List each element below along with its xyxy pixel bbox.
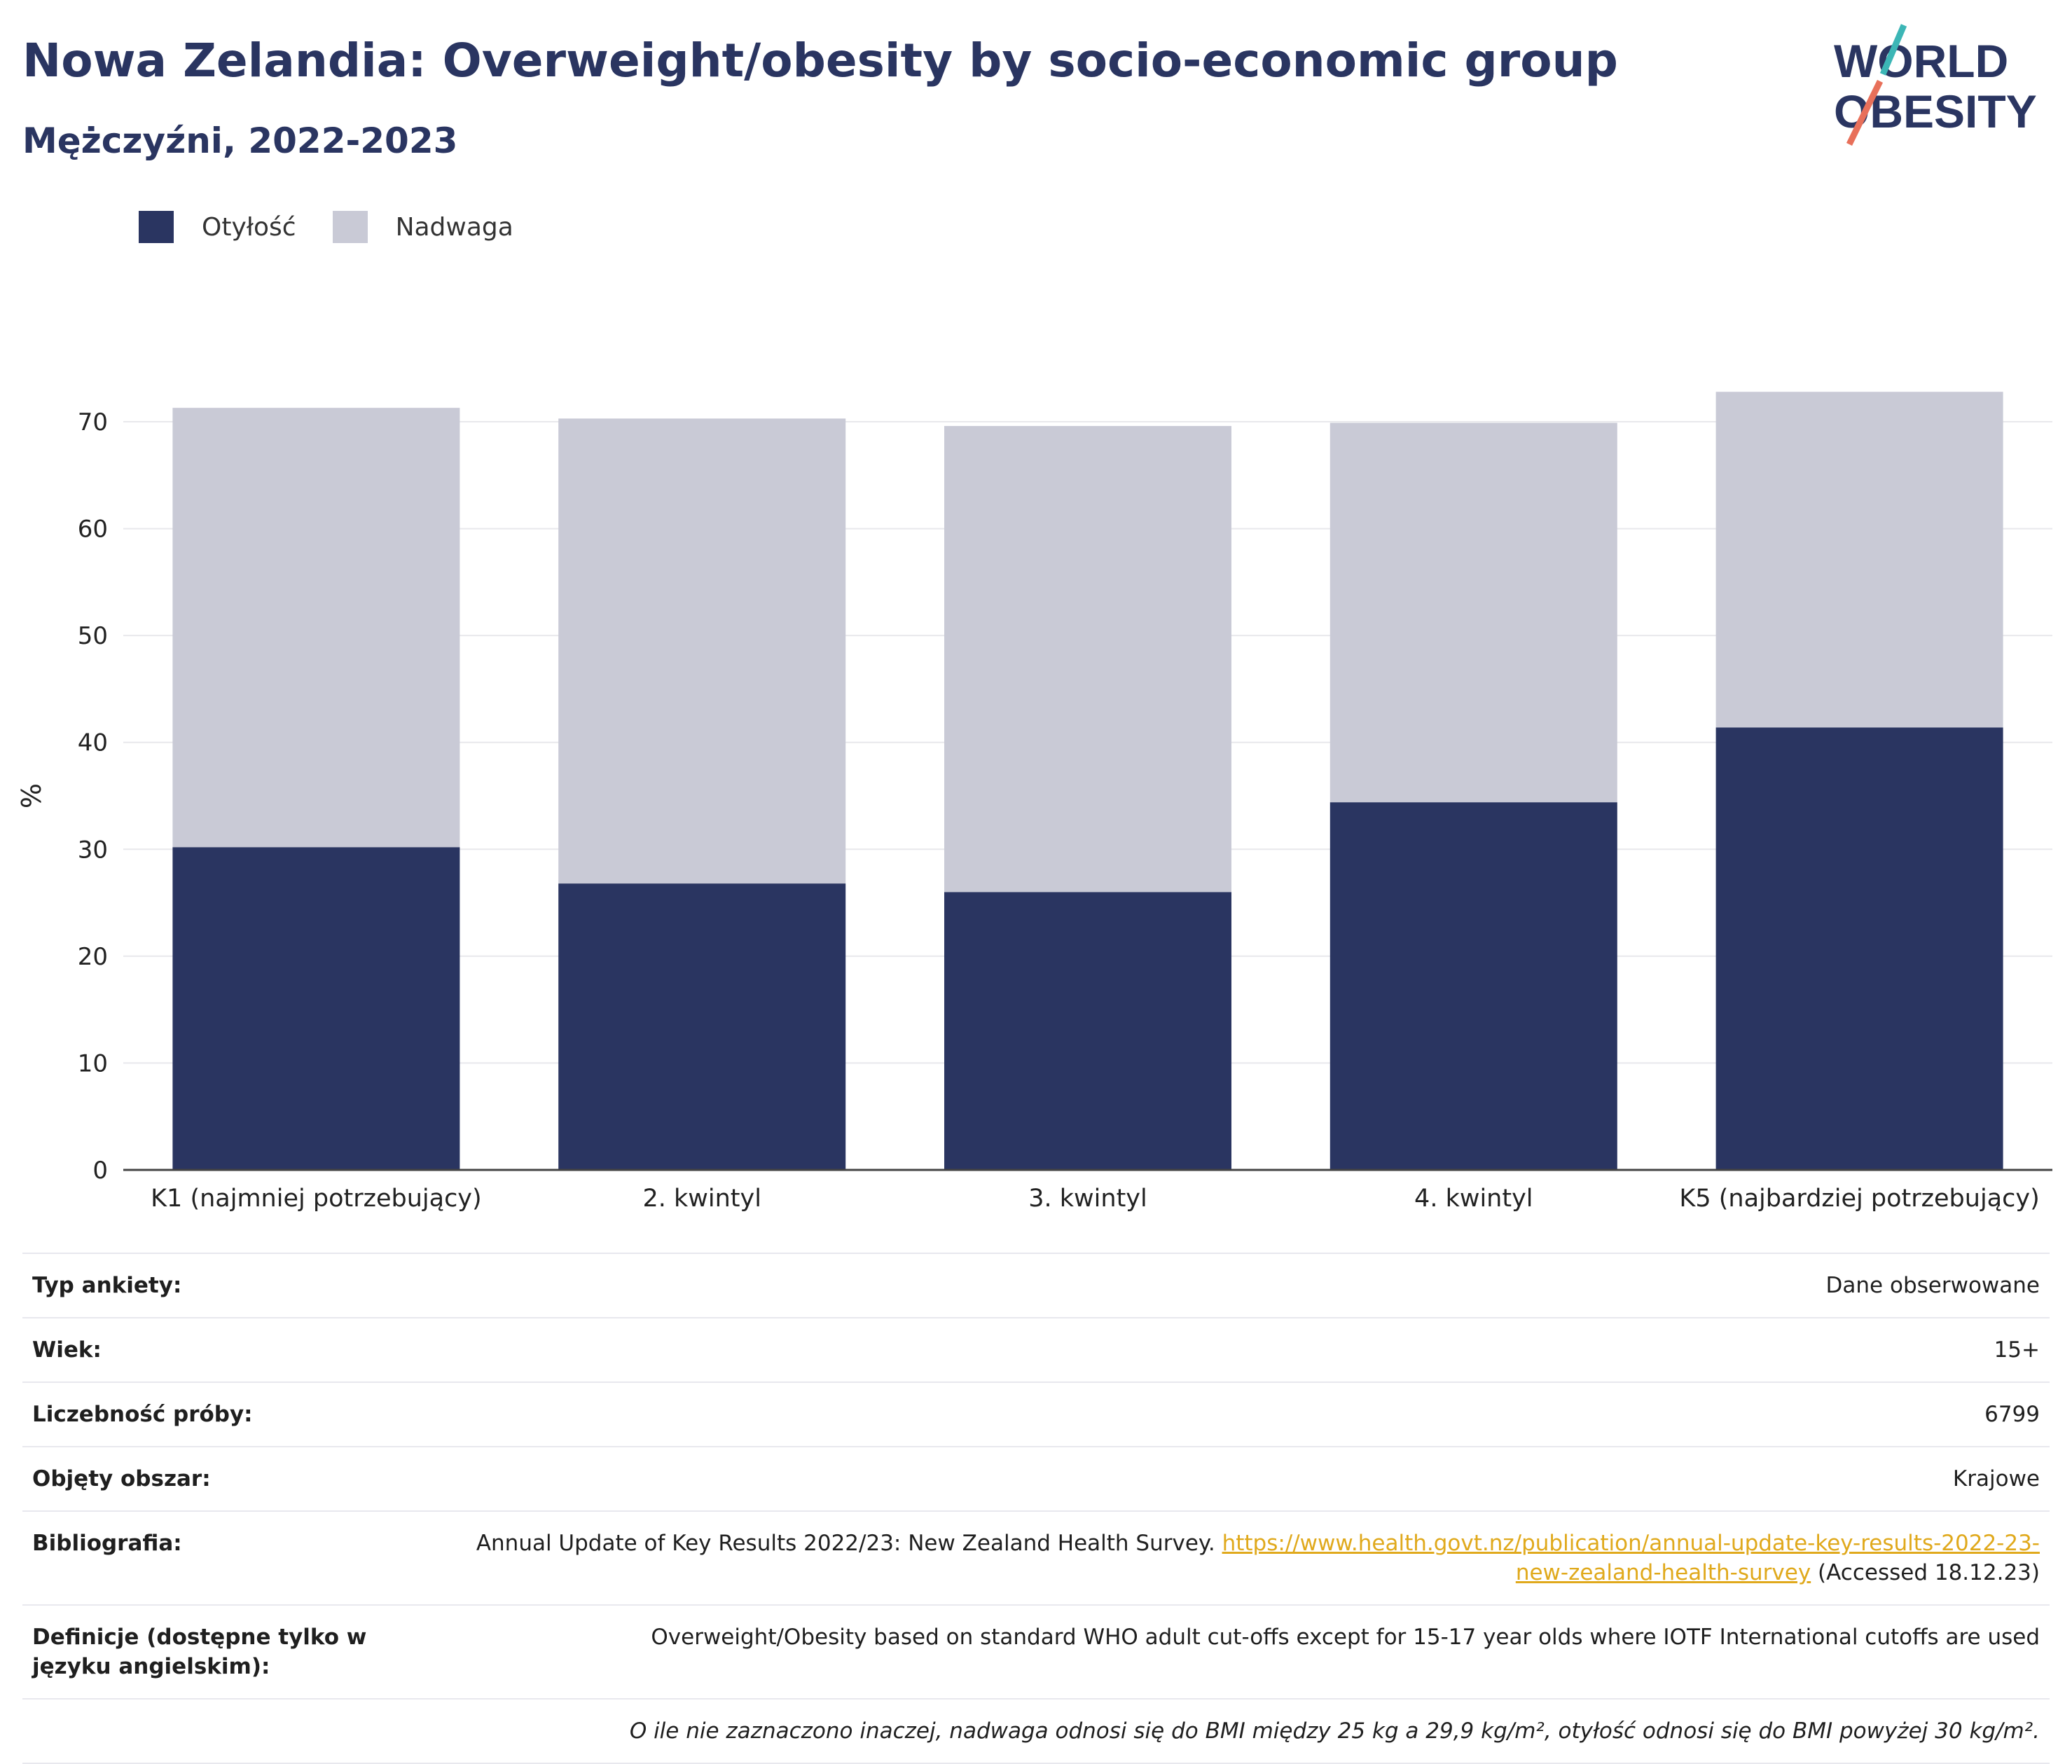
meta-key-empty bbox=[22, 1698, 462, 1764]
legend-item-obesity[interactable]: Otyłość bbox=[139, 211, 296, 243]
meta-key: Objęty obszar: bbox=[22, 1446, 462, 1511]
legend-swatch-obesity bbox=[139, 211, 174, 243]
bibliography-value: Annual Update of Key Results 2022/23: Ne… bbox=[462, 1510, 2050, 1605]
meta-key: Bibliografia: bbox=[22, 1510, 462, 1605]
meta-row-area-covered: Objęty obszar: Krajowe bbox=[22, 1446, 2050, 1511]
world-obesity-logo: WORLD OBESITY bbox=[1834, 24, 2037, 146]
meta-row-survey-type: Typ ankiety: Dane obserwowane bbox=[22, 1253, 2050, 1318]
y-tick-label: 30 bbox=[78, 836, 108, 864]
meta-row-age: Wiek: 15+ bbox=[22, 1317, 2050, 1382]
stacked-bar-chart: 0 10 20 30 40 50 60 70% K1 (najmniej potrzebując… bbox=[16, 392, 2052, 1213]
chart-legend: Otyłość Nadwaga bbox=[139, 209, 550, 245]
x-tick-label: 2. kwintyl bbox=[642, 1185, 761, 1213]
bar-segment-obesity bbox=[1715, 727, 2003, 1170]
page-title: Nowa Zelandia: Overweight/obesity by soc… bbox=[22, 34, 1618, 88]
bibliography-text: Annual Update of Key Results 2022/23: Ne… bbox=[476, 1531, 1215, 1556]
metadata-table: Typ ankiety: Dane obserwowane Wiek: 15+ … bbox=[22, 1253, 2050, 1764]
bar-segment-overweight bbox=[558, 418, 846, 884]
bar-segment-overweight bbox=[944, 426, 1231, 893]
y-tick-label: 0 bbox=[92, 1157, 108, 1185]
legend-item-overweight[interactable]: Nadwaga bbox=[332, 211, 513, 243]
logo-slash-teal bbox=[1879, 24, 1907, 76]
bar-segment-obesity bbox=[1329, 802, 1617, 1170]
meta-value: Overweight/Obesity based on standard WHO… bbox=[462, 1604, 2050, 1699]
x-tick-label: K5 (najbardziej potrzebujący) bbox=[1679, 1185, 2039, 1213]
page-subtitle: Mężczyźni, 2022-2023 bbox=[22, 120, 458, 161]
x-tick-label: K1 (najmniej potrzebujący) bbox=[151, 1185, 482, 1213]
y-axis-label: % bbox=[16, 783, 47, 808]
bar-segment-obesity bbox=[944, 892, 1231, 1170]
meta-value: Dane obserwowane bbox=[462, 1253, 2050, 1318]
bar-segment-overweight bbox=[172, 408, 460, 848]
bar-segment-obesity bbox=[558, 883, 846, 1170]
meta-row-definitions: Definicje (dostępne tylko w języku angie… bbox=[22, 1604, 2050, 1699]
logo-slash-coral bbox=[1846, 80, 1884, 146]
bar-segment-obesity bbox=[172, 847, 460, 1170]
bibliography-accessed: (Accessed 18.12.23) bbox=[1818, 1560, 2040, 1585]
meta-row-bibliography: Bibliografia: Annual Update of Key Resul… bbox=[22, 1510, 2050, 1605]
logo-text-world: WORLD bbox=[1834, 35, 2008, 87]
meta-value: Krajowe bbox=[462, 1446, 2050, 1511]
bar-segment-overweight bbox=[1715, 392, 2003, 728]
bibliography-link[interactable]: https://www.health.govt.nz/publication/a… bbox=[1222, 1531, 2040, 1585]
legend-label-overweight: Nadwaga bbox=[395, 212, 513, 242]
y-tick-label: 20 bbox=[78, 943, 108, 971]
meta-value: 15+ bbox=[462, 1317, 2050, 1382]
y-tick-label: 60 bbox=[78, 516, 108, 544]
y-tick-label: 50 bbox=[78, 622, 108, 650]
meta-key: Typ ankiety: bbox=[22, 1253, 462, 1318]
legend-label-obesity: Otyłość bbox=[202, 212, 296, 242]
x-tick-label: 4. kwintyl bbox=[1414, 1185, 1533, 1213]
meta-value: 6799 bbox=[462, 1381, 2050, 1447]
meta-key: Liczebność próby: bbox=[22, 1381, 462, 1447]
meta-row-note: O ile nie zaznaczono inaczej, nadwaga od… bbox=[22, 1698, 2050, 1764]
bmi-note: O ile nie zaznaczono inaczej, nadwaga od… bbox=[462, 1698, 2050, 1764]
x-tick-label: 3. kwintyl bbox=[1028, 1185, 1147, 1213]
y-tick-label: 10 bbox=[78, 1049, 108, 1077]
meta-key: Wiek: bbox=[22, 1317, 462, 1382]
meta-key: Definicje (dostępne tylko w języku angie… bbox=[22, 1604, 462, 1699]
y-tick-label: 40 bbox=[78, 729, 108, 757]
meta-row-sample-size: Liczebność próby: 6799 bbox=[22, 1381, 2050, 1447]
y-tick-label: 70 bbox=[78, 408, 108, 436]
legend-swatch-overweight bbox=[332, 211, 368, 243]
bar-segment-overweight bbox=[1329, 422, 1617, 803]
